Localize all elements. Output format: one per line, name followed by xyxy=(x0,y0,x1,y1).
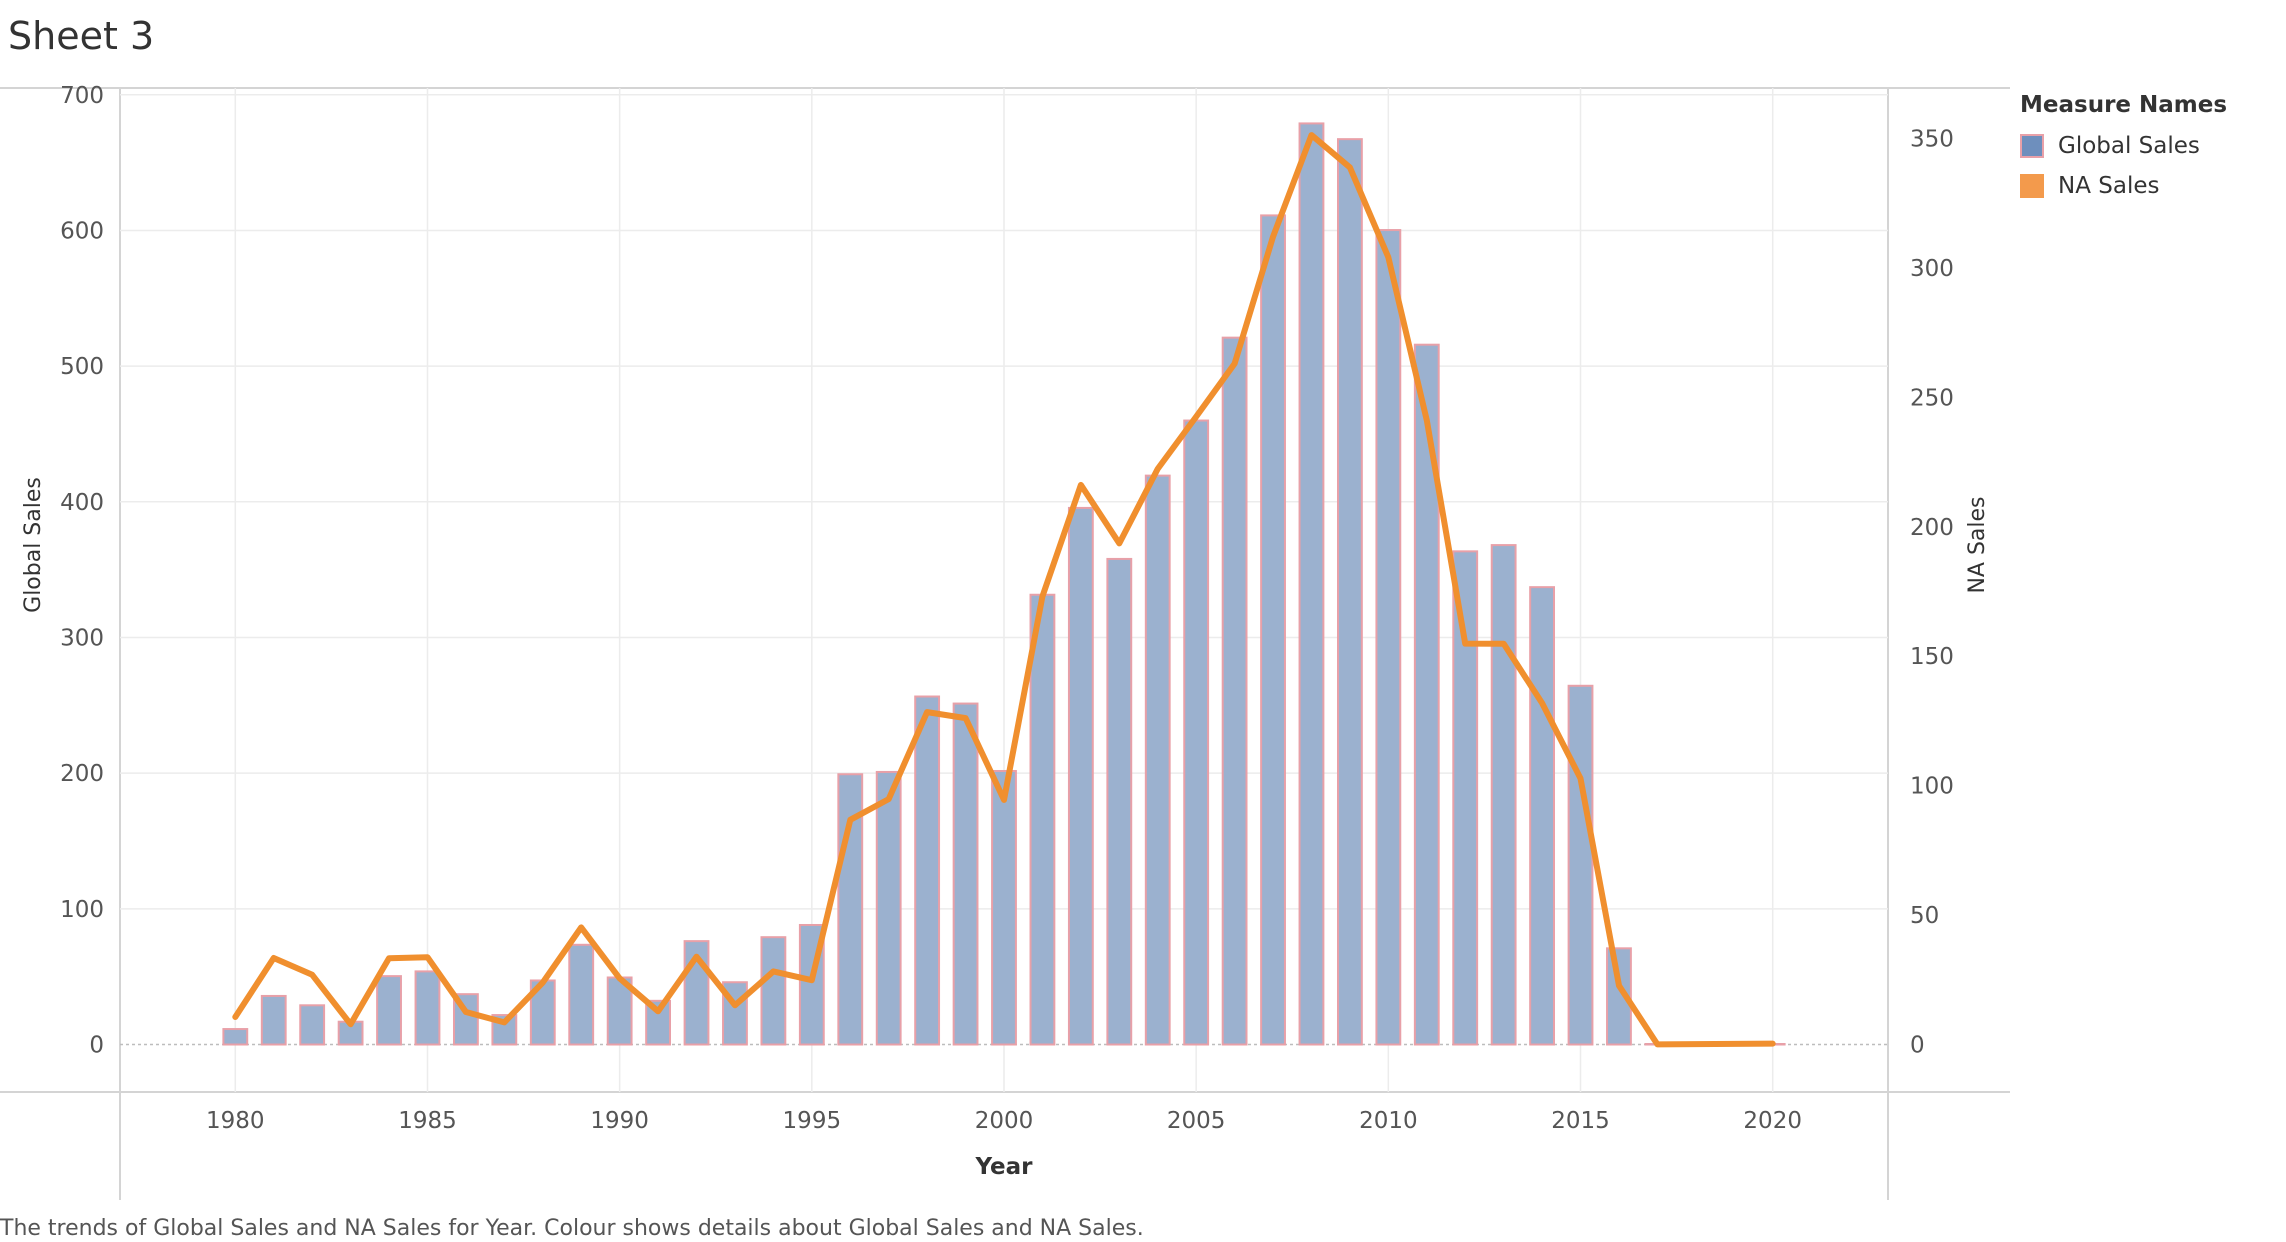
bar xyxy=(760,936,787,1046)
bar xyxy=(1106,557,1133,1046)
bar xyxy=(1298,122,1325,1046)
y2-tick-label: 100 xyxy=(1910,774,1954,800)
y-tick-label: 600 xyxy=(60,218,104,244)
bar xyxy=(1529,586,1556,1046)
chart-frame xyxy=(0,87,2010,1200)
y2-tick-label: 300 xyxy=(1910,256,1954,282)
legend-swatch-na-sales xyxy=(2020,174,2044,198)
y-tick-label: 0 xyxy=(89,1033,104,1059)
y-tick-label: 200 xyxy=(60,761,104,787)
line-path xyxy=(232,132,1776,1048)
bar xyxy=(1067,506,1094,1046)
x-axis-label: Year xyxy=(974,1154,1033,1180)
bar xyxy=(1413,343,1440,1046)
caption: The trends of Global Sales and NA Sales … xyxy=(0,1216,1144,1241)
legend-swatch-global-sales xyxy=(2020,134,2044,158)
bar xyxy=(1567,684,1594,1046)
x-tick-label: 2000 xyxy=(975,1108,1034,1134)
y-tick-label: 300 xyxy=(60,625,104,651)
y-tick-label: 400 xyxy=(60,490,104,516)
y2-tick-label: 350 xyxy=(1910,127,1954,153)
bar xyxy=(568,943,595,1046)
x-tick-label: 1985 xyxy=(398,1108,457,1134)
legend-title: Measure Names xyxy=(2020,92,2228,118)
bar xyxy=(1375,229,1402,1046)
bar xyxy=(914,695,941,1046)
bar xyxy=(414,970,441,1046)
y-tick-label: 100 xyxy=(60,897,104,923)
legend-label: NA Sales xyxy=(2058,173,2160,199)
bar xyxy=(645,999,672,1046)
bar xyxy=(875,770,902,1046)
legend: Measure Names Global Sales NA Sales xyxy=(2020,92,2227,206)
bar xyxy=(1183,419,1210,1046)
legend-item-na-sales[interactable]: NA Sales xyxy=(2020,166,2227,206)
bar xyxy=(1452,550,1479,1046)
legend-label: Global Sales xyxy=(2058,133,2200,159)
bar xyxy=(260,994,287,1046)
x-tick-label: 2015 xyxy=(1551,1108,1610,1134)
bar xyxy=(1336,138,1363,1046)
sheet-title: Sheet 3 xyxy=(8,14,155,58)
y2-tick-label: 0 xyxy=(1910,1032,1925,1058)
y2-axis-label: NA Sales xyxy=(1965,496,1990,593)
left-axis-ticks: 0 100 200 300 400 500 600 700 xyxy=(60,83,104,1059)
x-tick-label: 1995 xyxy=(783,1108,842,1134)
y2-tick-label: 50 xyxy=(1910,903,1939,929)
bar xyxy=(1606,947,1632,1046)
legend-item-global-sales[interactable]: Global Sales xyxy=(2020,126,2227,166)
y-axis-label: Global Sales xyxy=(21,477,46,613)
x-tick-label: 1980 xyxy=(206,1108,265,1134)
bar xyxy=(1221,336,1248,1046)
y2-tick-label: 250 xyxy=(1910,385,1954,411)
y-tick-label: 500 xyxy=(60,354,104,380)
y-tick-label: 700 xyxy=(60,83,104,109)
x-tick-label: 1990 xyxy=(590,1108,649,1134)
x-tick-label: 2020 xyxy=(1743,1108,1802,1134)
x-axis-ticks: 1980 1985 1990 1995 2000 2005 2010 2015 2020 xyxy=(206,1108,1802,1134)
y2-tick-label: 200 xyxy=(1910,515,1954,541)
x-tick-label: 2005 xyxy=(1167,1108,1226,1134)
x-tick-label: 2010 xyxy=(1359,1108,1418,1134)
bar xyxy=(299,1004,326,1046)
bar xyxy=(1144,474,1171,1046)
bar xyxy=(1029,593,1056,1046)
bar xyxy=(991,769,1017,1046)
bar xyxy=(376,975,402,1046)
y2-tick-label: 150 xyxy=(1910,644,1954,670)
right-axis-ticks: 0 50 100 150 200 250 300 350 xyxy=(1910,127,1954,1059)
line-series-na-sales xyxy=(232,132,1776,1048)
bar xyxy=(222,1028,249,1046)
bar xyxy=(1260,214,1286,1046)
bar xyxy=(952,702,979,1046)
bar xyxy=(1490,544,1517,1046)
